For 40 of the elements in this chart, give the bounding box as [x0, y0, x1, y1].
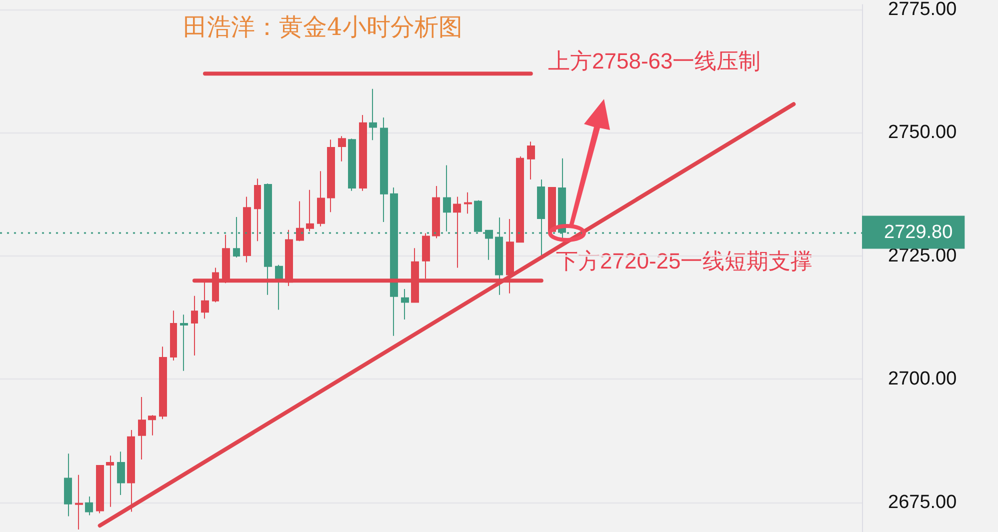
candlestick: [401, 288, 409, 320]
candlestick: [117, 451, 125, 496]
candlestick: [548, 186, 556, 232]
candlestick: [96, 464, 104, 514]
candlestick: [359, 114, 367, 192]
candlestick: [296, 200, 304, 242]
candlestick: [327, 139, 335, 213]
candlestick: [170, 310, 177, 361]
candlestick: [159, 346, 167, 420]
candlestick: [306, 189, 314, 232]
candlestick: [443, 164, 451, 232]
ref-line-label: 2729.80: [884, 222, 953, 243]
candlestick: [148, 414, 156, 436]
y-tick-label: 2675.00: [888, 492, 957, 513]
candlestick: [138, 396, 146, 460]
candlestick: [453, 196, 461, 268]
candlestick: [516, 156, 524, 243]
candlestick: [369, 88, 377, 141]
y-tick-label: 2775.00: [888, 0, 957, 20]
candlestick: [191, 295, 198, 356]
candlestick: [432, 185, 440, 239]
candlestick: [348, 138, 356, 192]
candlestick: [106, 455, 114, 508]
annotation: 上方2758-63一线压制: [548, 48, 761, 74]
candlestick: [254, 178, 261, 242]
candlestick: [317, 170, 325, 227]
y-tick-label: 2725.00: [888, 245, 957, 266]
candlestick: [243, 196, 251, 263]
y-tick-label: 2750.00: [888, 122, 957, 144]
candlestick: [64, 453, 72, 517]
y-tick-label: 2700.00: [888, 368, 957, 390]
candlestick: [75, 474, 83, 530]
candlestick: [180, 314, 188, 372]
candlestick: [527, 141, 535, 180]
candlestick: [338, 136, 346, 162]
chart-title: 田浩洋：黄金4小时分析图: [183, 13, 462, 41]
candlestick: [85, 496, 93, 516]
candlestick: [464, 192, 472, 214]
candlestick: [380, 116, 388, 222]
candlestick: [127, 429, 135, 512]
